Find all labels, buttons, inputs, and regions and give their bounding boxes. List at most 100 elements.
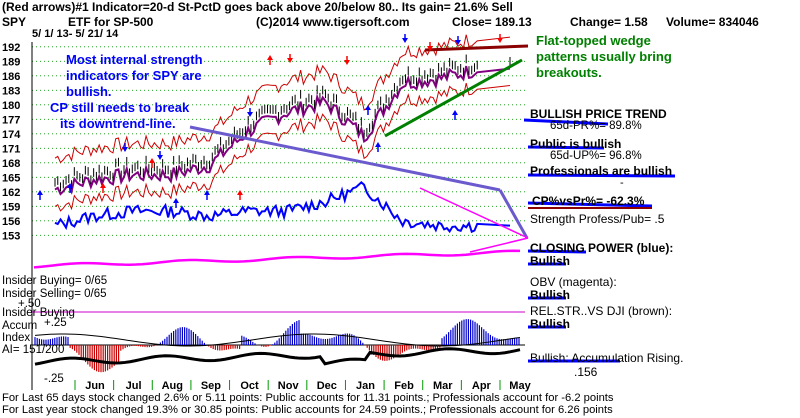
annotation-line: CP still needs to break [50, 100, 190, 115]
x-tick-label: May [509, 380, 531, 392]
label-obv: OBV (magenta): [530, 275, 617, 289]
label-accumulation: Bullish: Accumulation Rising. [530, 351, 684, 365]
label-underline [527, 173, 676, 178]
y-tick-label: 177 [2, 114, 20, 126]
label-index: Index [2, 332, 31, 344]
upper-band [54, 34, 511, 164]
signal-arrows [37, 34, 503, 208]
annotation-line: Flat-topped wedge [536, 33, 651, 48]
label-public: Public is bullish [530, 137, 622, 151]
annotation-line: bullish. [66, 84, 112, 99]
accumulation-panel [32, 311, 525, 373]
obv-series [33, 249, 521, 269]
buy-arrow [173, 198, 179, 203]
annotation-line: Most internal strength [66, 52, 203, 67]
buy-arrow [204, 190, 210, 195]
annotation-wedge: Flat-topped wedge patterns usually bring… [536, 33, 672, 81]
sell-arrow [427, 46, 433, 51]
sell-arrow [497, 38, 503, 43]
sell-arrow [455, 40, 461, 45]
x-tick-label: Oct [240, 380, 259, 392]
buy-arrow [267, 55, 273, 60]
annotation-line: breakouts. [536, 65, 602, 80]
y-tick-label: 186 [2, 71, 20, 83]
sell-arrow [402, 38, 408, 43]
x-tick-label: Nov [278, 380, 300, 392]
y-tick-label: 153 [2, 230, 20, 242]
label-closing-power: CLOSING POWER (blue): [530, 241, 674, 255]
label-underline [527, 201, 653, 208]
cp-downtrend-line [189, 125, 501, 192]
label-bullish-trend: BULLISH PRICE TREND [530, 107, 667, 121]
x-tick-label: Mar [433, 380, 453, 392]
y-tick-label: 156 [2, 216, 20, 228]
closing-power-series [54, 180, 511, 234]
y-tick-label: 159 [2, 201, 20, 213]
x-tick-label: Jan [356, 380, 375, 392]
ticker: SPY [2, 15, 27, 29]
buy-arrow [375, 142, 381, 147]
x-tick-label: Apr [472, 380, 492, 392]
label-accum-value: .156 [574, 365, 598, 379]
sell-arrow [157, 155, 163, 160]
label-ai: AI= 151/200 [2, 344, 65, 356]
chart-title: (Red arrows)#1 Indicator=20-d St-PctD go… [2, 0, 513, 14]
y-tick-label: 192 [2, 42, 20, 54]
sell-arrow [122, 147, 128, 152]
label-accum: Accum [2, 320, 38, 332]
label-underline [527, 145, 605, 150]
label-insider-buying: Insider Buying= 0/65 [2, 275, 108, 287]
copyright: (C)2014 www.tigersoft.com [256, 15, 410, 29]
buy-arrow [452, 110, 458, 115]
x-axis: Jun Jul Aug Sep Oct Nov Dec Jan Feb Mar Apr May [74, 380, 532, 392]
price-series [54, 54, 511, 192]
y-tick-label: 174 [2, 129, 21, 141]
x-tick-label: Sep [201, 380, 221, 392]
label-underline [527, 249, 587, 254]
x-tick-label: Dec [317, 380, 337, 392]
buy-arrow [67, 183, 73, 188]
x-tick-label: Aug [162, 380, 183, 392]
footer-last-year: For Last year stock changed 19.3% or 30.… [2, 404, 613, 416]
volume: Volume= 834046 [666, 15, 759, 29]
annotation-cp: CP still needs to break its downtrend-li… [50, 100, 189, 132]
label-insider-buying-2: Insider Buying [2, 307, 75, 319]
bollinger-bands [54, 34, 511, 212]
footer-65-days: For Last 65 days stock changed 2.6% or 5… [2, 392, 614, 404]
y-tick-label: 180 [2, 100, 20, 112]
y-axis: 192 189 186 183 180 177 174 171 168 165 162 159 156 1… [2, 42, 33, 390]
sell-arrow [344, 60, 350, 65]
y-tick-label: 171 [2, 143, 20, 155]
accum-ma-line [34, 333, 521, 347]
label-rel-str: REL.STR..VS DJI (brown): [530, 304, 673, 318]
label-up-pct: 65d-UP%= 96.8% [550, 150, 642, 162]
lower-band [54, 82, 511, 212]
flat-top-line [424, 44, 529, 52]
ticker-description: ETF for SP-500 [68, 15, 154, 29]
annotation-line: patterns usually bring [536, 49, 672, 64]
label-insider-selling: Insider Selling= 0/65 [2, 288, 107, 300]
label-cp-vs-pr: CP%vsPr%= -62.3% [532, 194, 645, 208]
label-strength: Strength Profess/Pub= .5 [530, 212, 665, 226]
annotation-line: indicators for SPY are [66, 68, 202, 83]
cp-wedge-top [419, 187, 529, 239]
label-professionals: Professionals are bullish [530, 164, 673, 178]
y-tick-label: 165 [2, 172, 20, 184]
buy-arrow [149, 158, 155, 163]
label-closing-power-state: Bullish [530, 254, 571, 268]
buy-arrow [365, 105, 371, 110]
label-plus50: +.50 [18, 298, 41, 310]
label-obv-state: Bullish [530, 288, 571, 302]
buy-arrow [100, 183, 106, 188]
date-range: 5/ 1/ 13- 5/ 21/ 14 [32, 28, 119, 40]
label-plus25: +.25 [44, 317, 67, 329]
uptrend-line [384, 58, 523, 138]
label-underline [523, 118, 609, 126]
label-dash: - [620, 177, 624, 189]
y-tick-label: 168 [2, 158, 20, 170]
moving-average [54, 65, 511, 196]
label-minus25: -.25 [44, 373, 64, 385]
x-tick-label: Jul [126, 380, 142, 392]
closing-power-line [54, 180, 511, 234]
